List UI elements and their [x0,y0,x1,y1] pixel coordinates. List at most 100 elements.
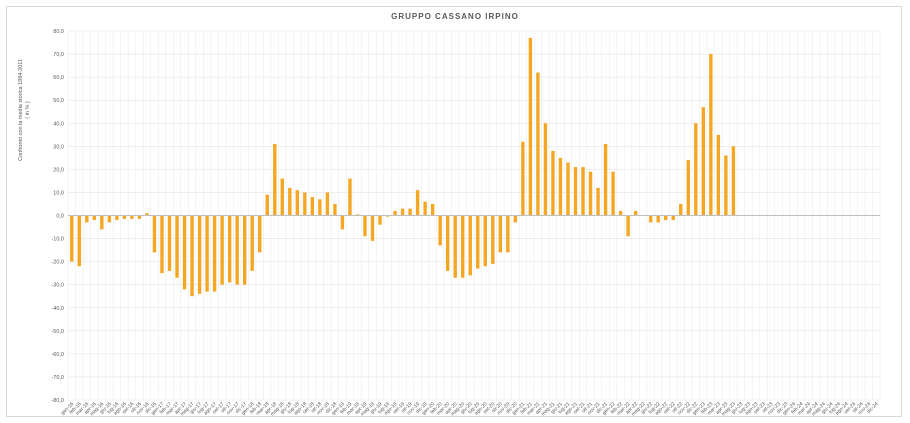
bar-ott-18 [318,199,322,216]
bar-set-19 [400,208,405,216]
bar-gen-22 [611,171,615,216]
bar-ott-16 [137,215,142,219]
bar-mar-20 [445,215,450,271]
bar-lug-16 [115,215,119,221]
y-tick-label: -60,0 [51,352,64,358]
y-tick-labels: 80,0 70,0 60,0 50,0 40,0 30,0 20,0 10,0 0,0 -10,0… [51,29,64,404]
bars [70,37,736,297]
bar-dic-22 [694,123,698,216]
bar-apr-21 [543,123,548,216]
bar-dic-18 [333,203,337,216]
bar-mag-16 [100,215,104,230]
bar-set-20 [491,215,495,264]
y-tick-label: 80,0 [53,29,64,35]
x-tick-labels: gen-16feb-16mar-16apr-16mag-16giu-16lug-… [60,401,880,417]
y-tick-label: -20,0 [51,260,64,266]
bar-ott-17 [227,215,232,283]
bar-gen-18 [250,215,254,271]
bar-giu-22 [648,215,653,223]
y-tick-label: -70,0 [51,375,64,381]
bar-dic-19 [423,201,427,216]
bar-ott-22 [679,203,683,216]
y-tick-label: 60,0 [53,75,64,81]
bar-ago-21 [573,167,578,216]
bar-set-21 [581,167,585,216]
bar-ago-17 [212,215,217,292]
bar-mar-18 [265,194,269,216]
bar-ago-19 [393,210,397,216]
bar-lug-22 [656,215,660,223]
bar-mag-17 [190,215,194,297]
bar-feb-20 [438,215,442,246]
bar-gen-16 [70,215,74,262]
bar-dic-17 [242,215,247,285]
bar-nov-22 [686,160,690,216]
y-tick-label: -80,0 [51,398,64,404]
y-tick-label: -30,0 [51,283,64,289]
bar-gen-19 [340,215,345,230]
bar-apr-22 [633,210,638,216]
bar-dic-16 [152,215,157,253]
bar-set-22 [671,215,675,221]
bar-nov-16 [145,213,149,216]
bar-dic-20 [513,215,518,223]
bar-set-18 [310,197,315,216]
y-tick-label: 0,0 [56,214,64,220]
bar-lug-19 [385,215,390,217]
bar-mar-19 [355,214,360,216]
bar-gen-20 [430,203,435,216]
chart-frame [6,6,902,417]
bar-feb-22 [618,210,623,216]
y-axis-label: Confronto con la media storica 1984-2011 [18,59,24,161]
bar-mar-17 [175,215,179,278]
bar-gen-23 [701,107,706,216]
bar-apr-18 [273,144,277,216]
bar-giu-19 [378,215,382,225]
y-axis-unit: ( in % ) [25,101,31,119]
y-tick-label: -10,0 [51,237,64,243]
bar-feb-23 [709,54,713,216]
bar-ott-20 [498,215,503,253]
bar-apr-23 [724,155,728,216]
bar-giu-18 [288,187,292,216]
bar-lug-21 [566,162,570,216]
bar-gen-17 [160,215,164,274]
bar-apr-20 [453,215,457,278]
bar-ago-20 [483,215,487,267]
bar-mag-19 [370,215,375,241]
bar-apr-16 [92,215,97,221]
bar-mag-20 [461,215,465,278]
y-tick-label: 50,0 [53,98,64,104]
bar-nov-17 [235,215,239,285]
bar-dic-21 [603,144,608,216]
bar-apr-19 [363,215,367,237]
y-tick-label: 70,0 [53,52,64,58]
bar-feb-16 [77,215,81,267]
bar-set-16 [130,215,134,219]
y-tick-label: 10,0 [53,190,64,196]
bar-ott-19 [408,208,412,216]
bar-ago-22 [664,215,668,221]
y-tick-label: -50,0 [51,329,64,335]
y-tick-label: 20,0 [53,167,64,173]
bar-giu-16 [107,215,112,223]
bar-nov-21 [596,187,600,216]
bar-mag-23 [731,146,736,216]
bar-ago-18 [303,192,307,216]
bar-mar-23 [716,134,721,216]
bar-mag-21 [551,150,555,216]
chart-title: GRUPPO CASSANO IRPINO [391,12,519,21]
bar-ago-16 [122,215,127,219]
bar-mar-21 [536,72,540,216]
bar-feb-17 [167,215,172,271]
bar-nov-18 [325,192,330,216]
bar-lug-18 [295,190,300,216]
bar-gen-21 [521,141,525,216]
bar-giu-17 [197,215,202,294]
bar-nov-19 [415,190,420,216]
bar-mar-16 [85,215,89,223]
y-tick-label: -40,0 [51,306,64,312]
bar-set-17 [220,215,224,285]
bar-mar-22 [626,215,630,237]
